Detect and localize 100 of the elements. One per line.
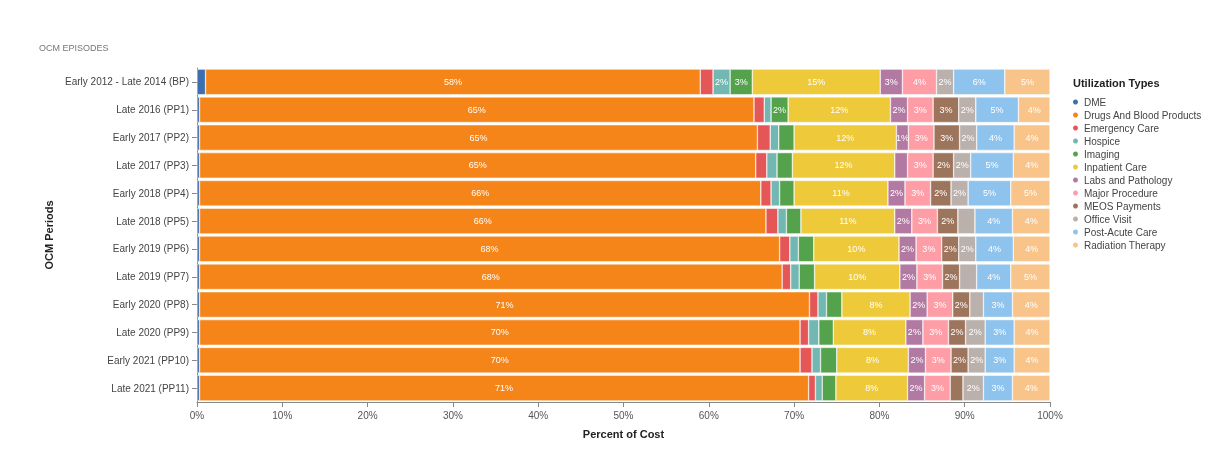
data-label: 70% xyxy=(490,355,509,366)
data-label: 12% xyxy=(830,104,849,115)
y-axis-title: OCM Periods xyxy=(42,200,55,270)
data-label: 3% xyxy=(922,243,936,254)
x-tick-label: 20% xyxy=(357,409,378,421)
data-label: 8% xyxy=(866,355,880,366)
data-label: 2% xyxy=(953,355,967,366)
data-label: 2% xyxy=(773,104,787,115)
data-label: 2% xyxy=(960,104,974,115)
data-label: 5% xyxy=(985,160,999,171)
y-tick-label: Early 2012 - Late 2014 (BP) xyxy=(65,76,189,88)
data-label: 4% xyxy=(1024,216,1038,227)
data-label: 2% xyxy=(912,299,926,310)
data-label: 2% xyxy=(961,132,975,143)
legend-label: Hospice xyxy=(1084,135,1121,147)
y-tick-label: Late 2021 (PP11) xyxy=(111,382,189,394)
data-label: 2% xyxy=(968,327,982,338)
data-label: 2% xyxy=(909,383,923,394)
data-label: 4% xyxy=(1025,327,1039,338)
data-label: 2% xyxy=(966,383,980,394)
data-label: 5% xyxy=(990,104,1004,115)
y-tick-label: Early 2020 (PP8) xyxy=(112,299,189,311)
data-label: 4% xyxy=(1025,355,1039,366)
data-label: 3% xyxy=(911,188,925,199)
data-label: 3% xyxy=(940,132,954,143)
data-label: 8% xyxy=(869,299,883,310)
x-tick-label: 100% xyxy=(1037,409,1063,421)
y-tick-label: Late 2017 (PP3) xyxy=(116,159,189,171)
data-label: 2% xyxy=(936,160,950,171)
y-tick-label: Early 2021 (PP10) xyxy=(107,354,189,366)
data-label: 68% xyxy=(481,271,500,282)
data-label: 71% xyxy=(495,383,514,394)
data-label: 66% xyxy=(471,188,490,199)
data-label: 5% xyxy=(1020,76,1034,87)
y-tick-label: Late 2018 (PP5) xyxy=(116,215,189,227)
data-label: 2% xyxy=(944,271,958,282)
data-label: 2% xyxy=(938,76,952,87)
data-label: 3% xyxy=(929,327,943,338)
x-tick-label: 10% xyxy=(272,409,293,421)
data-label: 2% xyxy=(889,188,903,199)
data-label: 2% xyxy=(954,299,968,310)
data-label: 15% xyxy=(807,76,826,87)
x-tick-label: 70% xyxy=(784,409,805,421)
data-label: 3% xyxy=(914,132,928,143)
data-label: 2% xyxy=(907,327,921,338)
legend-label: Radiation Therapy xyxy=(1084,239,1166,251)
legend-label: Labs and Pathology xyxy=(1084,174,1173,186)
data-label: 4% xyxy=(988,243,1002,254)
y-tick-label: Late 2020 (PP9) xyxy=(116,326,189,338)
x-tick-label: 0% xyxy=(189,409,205,421)
data-label: 3% xyxy=(991,299,1005,310)
x-tick-label: 40% xyxy=(528,409,549,421)
data-label: 3% xyxy=(991,383,1005,394)
data-label: 12% xyxy=(836,132,855,143)
y-tick-label: Early 2019 (PP6) xyxy=(112,243,189,255)
data-label: 3% xyxy=(939,104,953,115)
data-label: 2% xyxy=(943,243,957,254)
data-label: 10% xyxy=(848,271,867,282)
data-label: 4% xyxy=(1027,104,1041,115)
legend-title: Utilization Types xyxy=(1073,76,1160,89)
legend-label: Inpatient Care xyxy=(1084,161,1148,173)
data-label: 4% xyxy=(1024,299,1038,310)
data-label: 5% xyxy=(982,188,996,199)
data-label: 65% xyxy=(468,160,487,171)
data-label: 8% xyxy=(865,383,879,394)
data-label: 2% xyxy=(896,216,910,227)
data-label: 70% xyxy=(490,327,509,338)
data-label: 10% xyxy=(847,243,866,254)
data-label: 3% xyxy=(993,327,1007,338)
data-label: 4% xyxy=(1024,383,1038,394)
legend-label: DME xyxy=(1084,96,1107,108)
y-tick-label: Late 2019 (PP7) xyxy=(116,271,189,283)
data-label: 2% xyxy=(955,160,969,171)
x-tick-label: 90% xyxy=(954,409,975,421)
data-label: 68% xyxy=(480,243,499,254)
legend-label: Imaging xyxy=(1084,148,1120,160)
data-label: 2% xyxy=(901,271,915,282)
data-label: 3% xyxy=(930,383,944,394)
y-tick-label: Early 2018 (PP4) xyxy=(112,187,189,199)
data-label: 3% xyxy=(884,76,898,87)
x-tick-label: 60% xyxy=(698,409,719,421)
data-label: 2% xyxy=(934,188,948,199)
legend-label: Drugs And Blood Products xyxy=(1084,109,1202,121)
data-label: 2% xyxy=(715,76,729,87)
data-label: 12% xyxy=(834,160,853,171)
legend-label: Major Procedure xyxy=(1084,187,1159,199)
legend-label: Emergency Care xyxy=(1084,122,1160,134)
data-label: 2% xyxy=(950,327,964,338)
legend-label: MEOS Payments xyxy=(1084,200,1161,212)
data-label: 4% xyxy=(1025,132,1039,143)
data-label: 65% xyxy=(469,132,488,143)
data-label: 58% xyxy=(443,76,462,87)
data-label: 3% xyxy=(933,299,947,310)
data-label: 2% xyxy=(910,355,924,366)
data-label: 4% xyxy=(1025,243,1039,254)
data-label: 11% xyxy=(832,188,850,199)
data-label: 5% xyxy=(1023,271,1037,282)
data-label: 4% xyxy=(912,76,926,87)
data-label: 3% xyxy=(923,271,937,282)
data-label: 4% xyxy=(987,271,1001,282)
